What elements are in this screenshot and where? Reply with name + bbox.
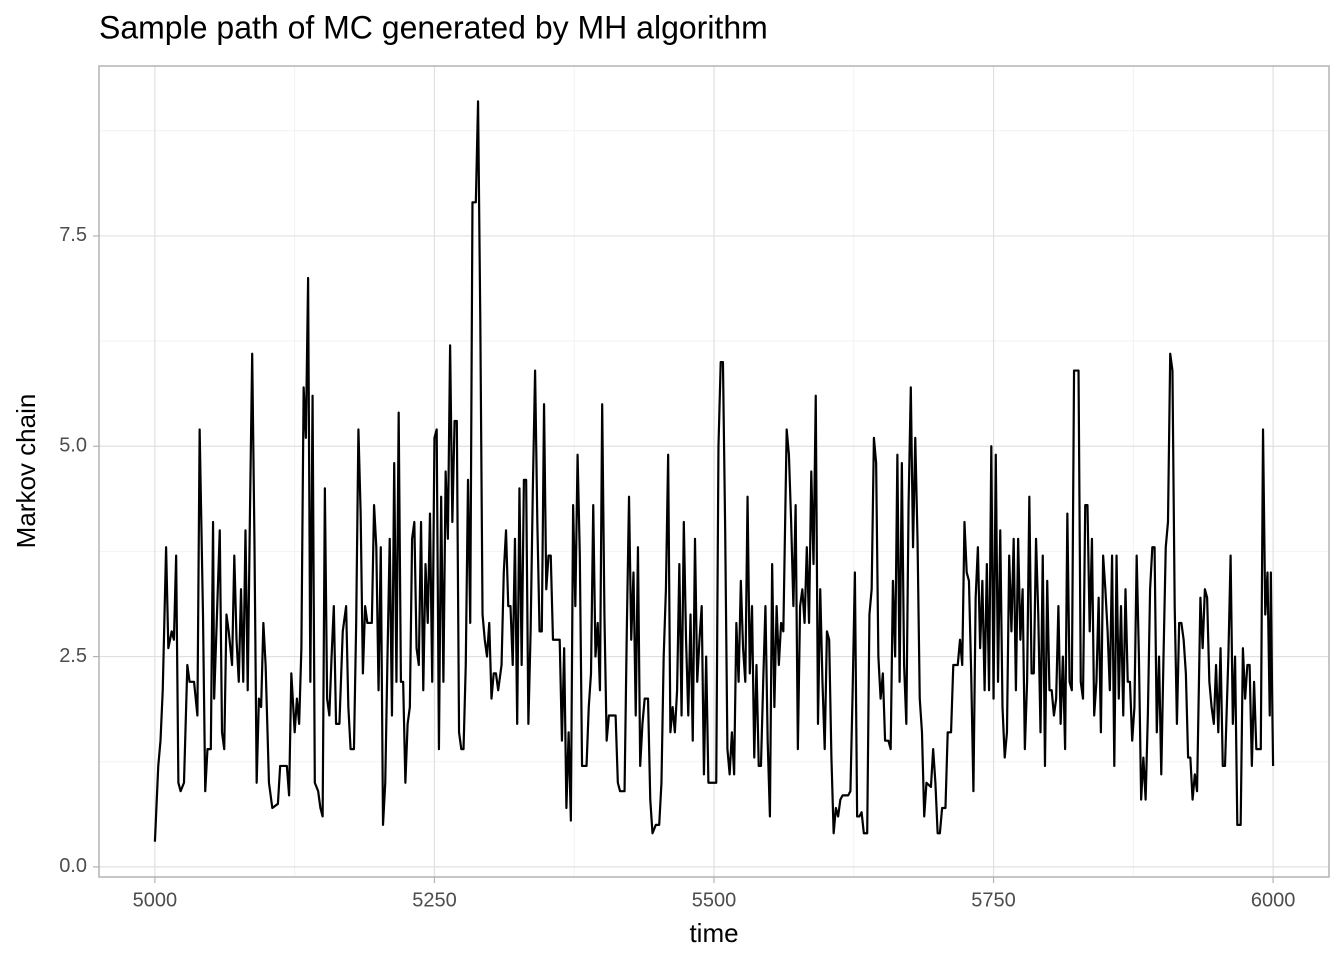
y-tick-label: 5.0 <box>59 435 87 457</box>
y-axis-title: Markov chain <box>11 394 41 549</box>
x-tick-label: 5000 <box>133 889 178 911</box>
x-tick-label: 6000 <box>1251 889 1296 911</box>
x-tick-label: 5500 <box>692 889 737 911</box>
chart-title: Sample path of MC generated by MH algori… <box>99 9 768 45</box>
x-axis-title: time <box>689 918 738 948</box>
y-tick-label: 2.5 <box>59 645 87 667</box>
panel-border <box>98 65 1330 878</box>
data-line <box>153 100 1275 842</box>
y-tick-label: 7.5 <box>59 224 87 246</box>
y-tick-label: 0.0 <box>59 855 87 877</box>
x-tick-label: 5250 <box>412 889 457 911</box>
x-tick-label: 5750 <box>971 889 1016 911</box>
